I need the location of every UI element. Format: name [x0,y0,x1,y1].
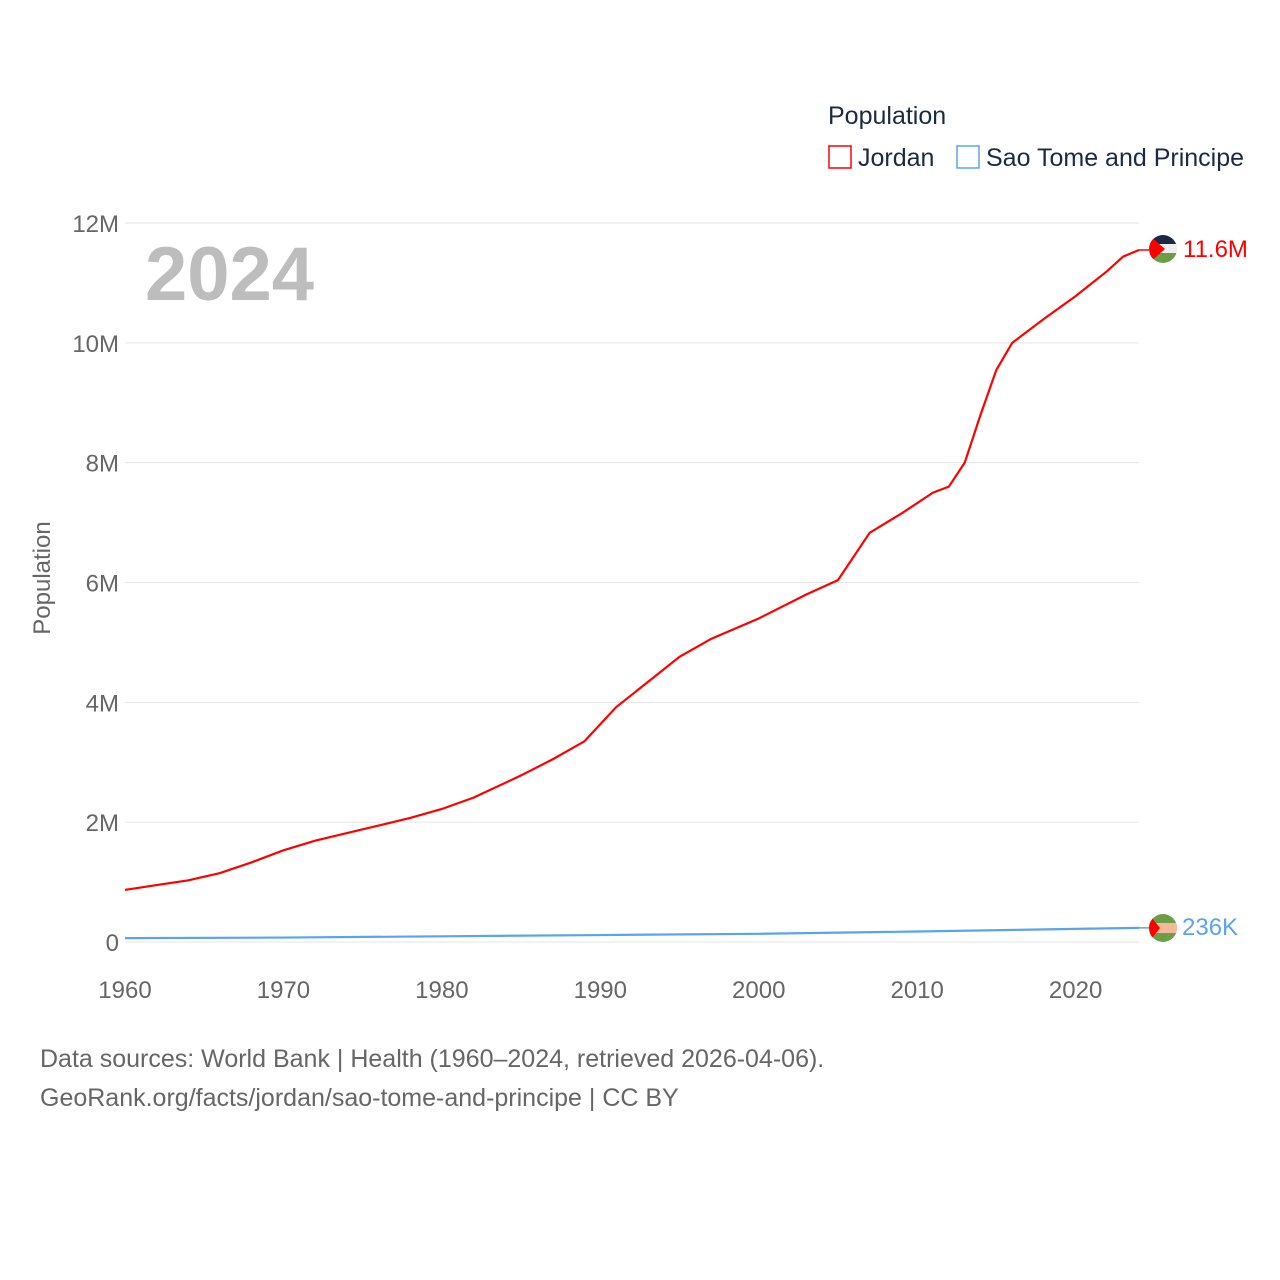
footer-link[interactable]: GeoRank.org/facts/jordan/sao-tome-and-pr… [40,1084,679,1112]
y-axis-label: Population [29,521,56,634]
jordan-flag-icon [1149,235,1177,263]
x-tick-label: 1960 [98,977,151,1004]
legend-swatch-jordan[interactable] [828,145,852,169]
sao-tome-end-label: 236K [1182,914,1238,941]
series-line-0[interactable] [124,248,1140,891]
x-tick-label: 1980 [415,977,468,1004]
x-tick-label: 1990 [574,977,627,1004]
x-tick-label: 2020 [1049,977,1102,1004]
legend-item-jordan[interactable]: Jordan [858,144,934,172]
sao-tome-flag-icon [1149,914,1177,942]
y-tick-label: 0 [106,930,119,957]
y-tick-label: 8M [86,451,119,478]
legend-title: Population [828,102,946,130]
x-tick-label: 2010 [890,977,943,1004]
legend-item-sao-tome[interactable]: Sao Tome and Principe [986,144,1244,172]
y-tick-label: 4M [86,690,119,717]
footer-source: Data sources: World Bank | Health (1960–… [40,1045,825,1073]
y-tick-label: 12M [72,211,119,238]
year-watermark: 2024 [145,232,314,317]
legend-swatch-sao-tome[interactable] [956,145,980,169]
jordan-end-label: 11.6M [1183,236,1248,263]
x-tick-label: 2000 [732,977,785,1004]
y-tick-label: 2M [86,810,119,837]
x-tick-label: 1970 [257,977,310,1004]
line-chart: 0 2M 4M 6M 8M 10M 12M 1960 1970 1980 1990 2000 2010 2… [29,102,1248,1004]
y-tick-label: 6M [86,571,119,598]
series-line-1[interactable] [124,926,1140,940]
y-tick-label: 10M [72,331,119,358]
